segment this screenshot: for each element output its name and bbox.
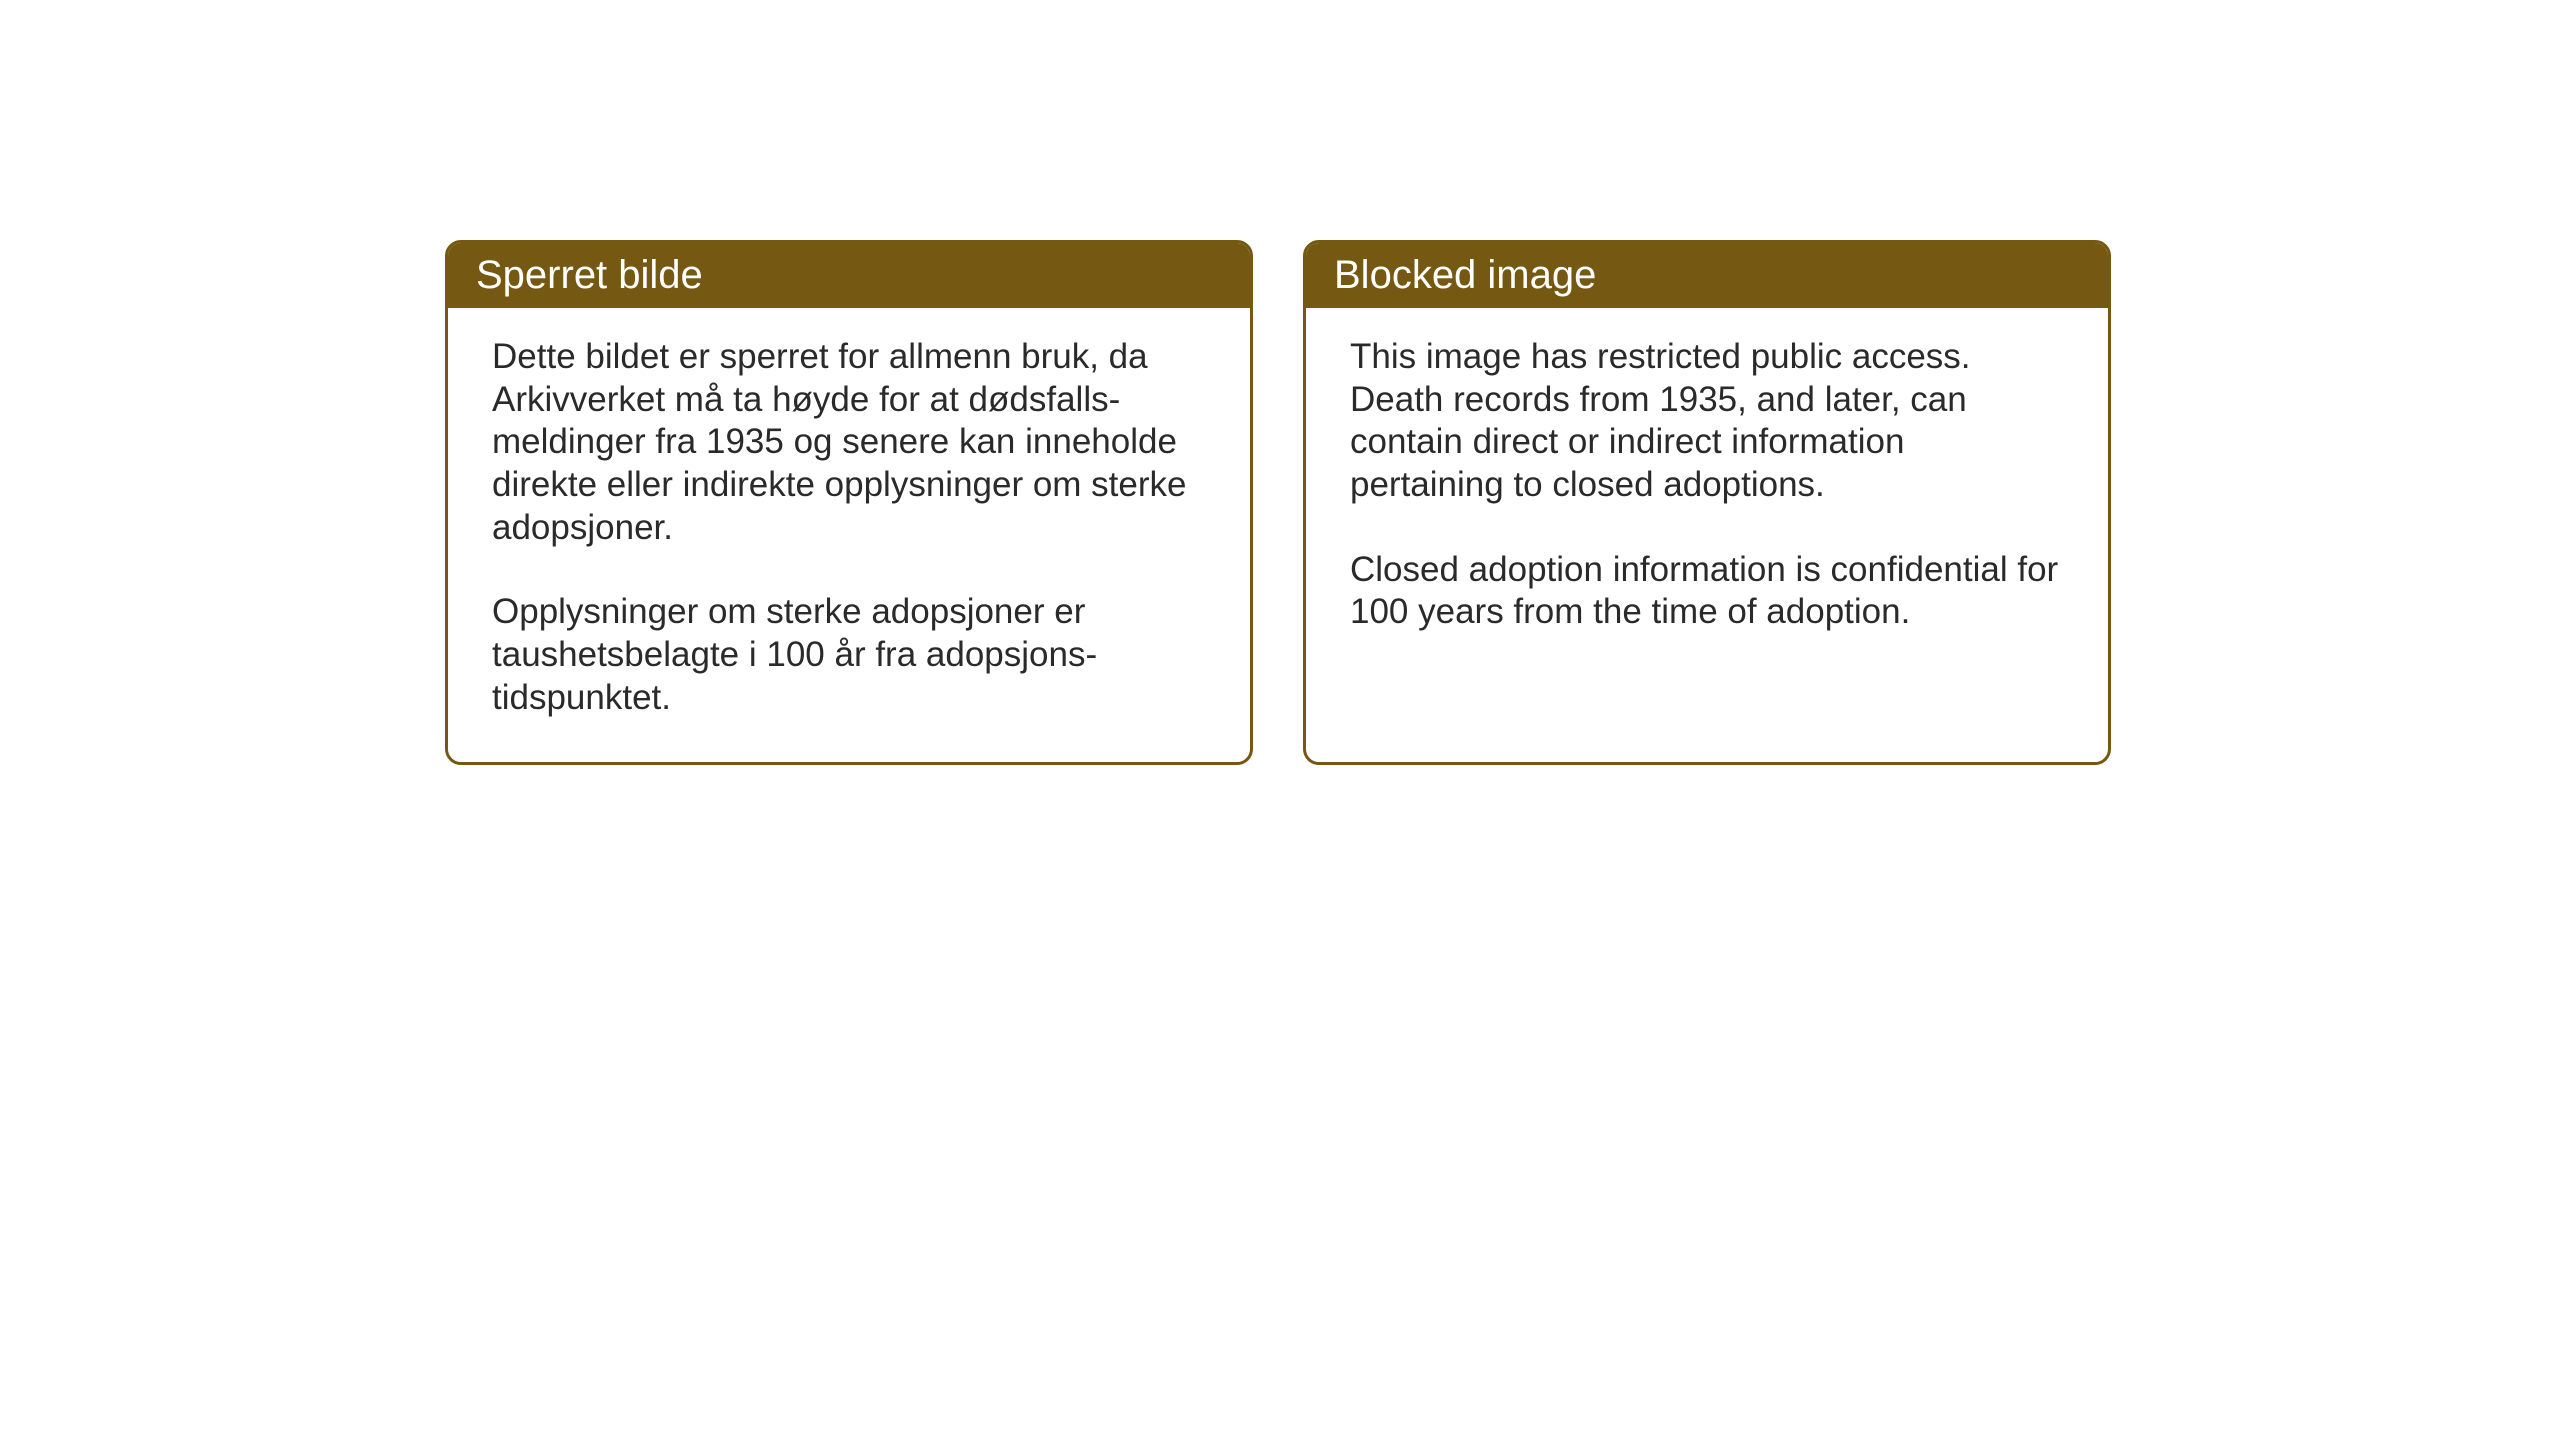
info-box-header-norwegian: Sperret bilde <box>448 243 1250 308</box>
info-box-container: Sperret bilde Dette bildet er sperret fo… <box>445 240 2111 765</box>
info-text-english-p1: This image has restricted public access.… <box>1350 336 2064 507</box>
info-text-norwegian-p1: Dette bildet er sperret for allmenn bruk… <box>492 336 1206 549</box>
info-box-english: Blocked image This image has restricted … <box>1303 240 2111 765</box>
info-box-norwegian: Sperret bilde Dette bildet er sperret fo… <box>445 240 1253 765</box>
info-text-norwegian-p2: Opplysninger om sterke adopsjoner er tau… <box>492 591 1206 719</box>
info-box-body-norwegian: Dette bildet er sperret for allmenn bruk… <box>448 308 1250 762</box>
info-text-english-p2: Closed adoption information is confident… <box>1350 549 2064 634</box>
info-box-body-english: This image has restricted public access.… <box>1306 308 2108 676</box>
info-box-header-english: Blocked image <box>1306 243 2108 308</box>
